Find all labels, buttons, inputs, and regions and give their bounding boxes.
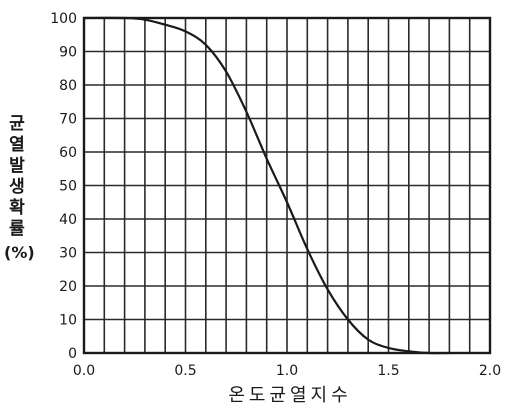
- grid: [83, 17, 491, 354]
- x-tick-label: 0.0: [73, 363, 95, 379]
- y-tick-label: 50: [59, 179, 77, 195]
- plot-border: [82, 16, 492, 355]
- plot-frame: [82, 16, 492, 355]
- x-axis-label: 온도균열지수: [228, 385, 352, 406]
- y-tick-label: 10: [59, 313, 77, 329]
- y-axis-unit: (%): [4, 243, 35, 262]
- x-tick-label: 1.5: [377, 363, 399, 379]
- x-tick-label: 1.0: [276, 363, 298, 379]
- y-axis-label: 균열발생확률 (%): [4, 114, 35, 263]
- x-tick-label: 2.0: [479, 363, 501, 379]
- x-tick-labels: 0.0 0.5 1.0 1.5 2.0: [73, 363, 501, 379]
- y-tick-label: 100: [50, 11, 77, 27]
- y-tick-label: 30: [59, 246, 77, 262]
- y-tick-label: 80: [59, 78, 77, 94]
- y-axis-title: 균열발생확률: [9, 114, 25, 239]
- y-tick-label: 20: [59, 279, 77, 295]
- series-layer: [82, 16, 451, 355]
- x-tick-label: 0.5: [174, 363, 196, 379]
- y-tick-label: 90: [59, 45, 77, 61]
- y-tick-labels: 0 10 20 30 40 50 60 70 80 90 100: [50, 11, 77, 362]
- series-line: [82, 16, 451, 355]
- y-tick-label: 0: [68, 346, 77, 362]
- y-tick-label: 60: [59, 145, 77, 161]
- y-tick-label: 40: [59, 212, 77, 228]
- y-tick-label: 70: [59, 112, 77, 128]
